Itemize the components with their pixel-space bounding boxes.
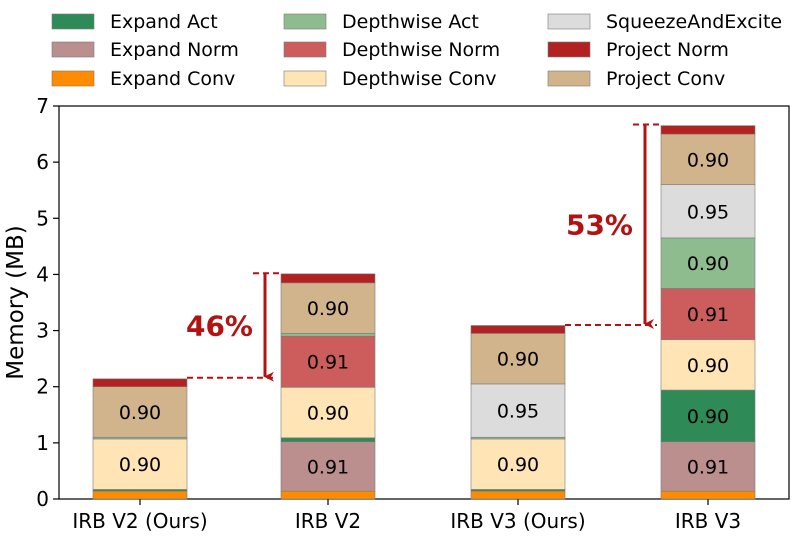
bar-segment-depthwise-conv — [660, 339, 756, 391]
legend-label: Project Conv — [606, 68, 725, 90]
legend-swatch — [283, 70, 327, 87]
segment-value-label: 0.90 — [687, 253, 729, 275]
segment-value-label: 0.91 — [307, 352, 349, 374]
segment-value-label: 0.90 — [687, 406, 729, 428]
legend-item-squeezeandexcite: SqueezeAndExcite — [547, 11, 782, 33]
y-tick-label: 2 — [36, 375, 49, 399]
bar-segment-squeezeandexcite — [470, 383, 566, 438]
bar-segment-depthwise-act — [660, 237, 756, 289]
bar-segment-depthwise-conv — [280, 386, 376, 439]
legend: Expand Act Expand Norm Expand Conv Depthwis… — [51, 11, 782, 90]
bar-segment-expand-act — [280, 437, 376, 443]
segment-value-label: 0.95 — [687, 201, 729, 223]
y-tick-label: 1 — [36, 431, 49, 455]
plot-area: 0 1 2 3 4 5 6 7 IRB V2 (Ours) IRB V2 IRB V3 (Ours)… — [36, 94, 790, 533]
y-axis-title: Memory (MB) — [3, 225, 29, 379]
segment-value-label: 0.95 — [497, 401, 539, 423]
x-tick-label: IRB V3 (Ours) — [450, 509, 585, 533]
legend-swatch — [547, 41, 591, 58]
x-tick-label: IRB V2 — [295, 509, 361, 533]
bar-segment-project-norm — [92, 378, 188, 388]
segment-value-label: 0.90 — [119, 402, 161, 424]
segment-value-label: 0.90 — [687, 149, 729, 171]
legend-swatch — [51, 41, 95, 58]
bar-segment-expand-act — [660, 389, 756, 443]
y-tick-label: 0 — [36, 487, 49, 511]
segment-value-label: 0.90 — [119, 454, 161, 476]
segment-value-label: 0.90 — [497, 349, 539, 371]
legend-swatch — [283, 41, 327, 58]
legend-label: Depthwise Conv — [342, 68, 497, 90]
bar-segment-depthwise-norm — [660, 288, 756, 340]
legend-swatch — [51, 13, 95, 30]
segment-value-label: 0.90 — [307, 403, 349, 425]
legend-label: SqueezeAndExcite — [606, 11, 782, 33]
bar-segment-project-conv — [660, 133, 756, 185]
legend-label: Depthwise Act — [342, 11, 479, 33]
y-tick-label: 4 — [36, 262, 49, 286]
bar-segment-project-conv — [92, 386, 188, 438]
legend-label: Depthwise Norm — [342, 39, 500, 61]
plot-frame — [58, 105, 790, 500]
legend-item-depthwise-act: Depthwise Act — [283, 11, 479, 33]
segment-value-label: 0.91 — [687, 304, 729, 326]
legend-swatch — [547, 70, 591, 87]
legend-swatch — [547, 13, 591, 30]
y-tick-label: 3 — [36, 319, 49, 343]
bar-segment-squeezeandexcite — [660, 184, 756, 239]
bar-segment-expand-conv — [280, 490, 376, 500]
bar-segment-expand-norm — [280, 441, 376, 492]
segment-value-label: 0.90 — [307, 298, 349, 320]
bar-segment-expand-conv — [92, 490, 188, 500]
reduction-percent-label: 53% — [566, 209, 633, 242]
reduction-percent-label: 46% — [186, 310, 253, 343]
legend-item-expand-conv: Expand Conv — [51, 68, 235, 90]
segment-value-label: 0.90 — [687, 355, 729, 377]
legend-item-project-norm: Project Norm — [547, 39, 729, 61]
bar-segment-project-norm — [470, 325, 566, 334]
y-tick-label: 5 — [36, 206, 49, 230]
y-tick-label: 6 — [36, 150, 49, 174]
legend-item-depthwise-norm: Depthwise Norm — [283, 39, 500, 61]
legend-label: Expand Conv — [110, 68, 235, 90]
bar-segment-project-norm — [660, 125, 756, 135]
legend-label: Expand Norm — [110, 39, 239, 61]
legend-item-expand-norm: Expand Norm — [51, 39, 239, 61]
legend-label: Project Norm — [606, 39, 729, 61]
bar-segment-project-conv — [470, 333, 566, 385]
segment-value-label: 0.91 — [687, 456, 729, 478]
legend-item-depthwise-conv: Depthwise Conv — [283, 68, 497, 90]
legend-label: Expand Act — [110, 11, 218, 33]
x-tick-label: IRB V3 — [675, 509, 741, 533]
bar-segment-expand-norm — [660, 441, 756, 492]
y-tick-label: 7 — [36, 94, 49, 118]
x-tick-label: IRB V2 (Ours) — [72, 509, 207, 533]
legend-swatch — [283, 13, 327, 30]
bar-segment-depthwise-conv — [470, 438, 566, 490]
legend-swatch — [51, 70, 95, 87]
legend-item-expand-act: Expand Act — [51, 11, 218, 33]
bar-segment-depthwise-conv — [92, 438, 188, 490]
bar-segment-expand-conv — [660, 490, 756, 500]
segment-value-label: 0.91 — [307, 456, 349, 478]
bar-segment-project-conv — [280, 282, 376, 334]
bar-segment-project-norm — [280, 273, 376, 284]
bar-segment-expand-conv — [470, 490, 566, 500]
bar-segment-depthwise-act — [280, 333, 376, 337]
legend-item-project-conv: Project Conv — [547, 68, 725, 90]
segment-value-label: 0.90 — [497, 454, 539, 476]
